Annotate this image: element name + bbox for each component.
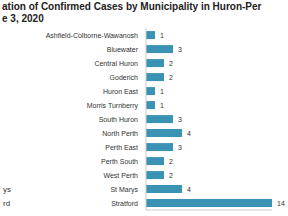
- html-text:ation of Confirmed Cases by Mu: ation of Confirmed Cases by Municipality…: [2, 1, 262, 12]
- svg-text:2: 2: [169, 74, 173, 81]
- svg-text:2: 2: [169, 172, 173, 179]
- svg-text:Goderich: Goderich: [110, 74, 139, 81]
- svg-text:Huron East: Huron East: [103, 88, 138, 95]
- svg-text:Morris Turnberry: Morris Turnberry: [87, 102, 139, 110]
- svg-text:Stratford: Stratford: [111, 200, 138, 207]
- svg-text:rd: rd: [8, 199, 10, 208]
- svg-text:Bluewater: Bluewater: [107, 46, 139, 53]
- svg-text:West Perth: West Perth: [104, 172, 139, 179]
- svg-text:North Perth: North Perth: [102, 130, 138, 137]
- svg-text:4: 4: [187, 130, 191, 137]
- svg-text:2: 2: [169, 158, 173, 165]
- svg-text:14: 14: [277, 200, 280, 207]
- svg-text:4: 4: [187, 186, 191, 193]
- svg-text:Central Huron: Central Huron: [94, 60, 138, 67]
- svg-text:Perth South: Perth South: [101, 158, 138, 165]
- svg-text:Perth East: Perth East: [105, 144, 138, 151]
- svg-text:1: 1: [160, 102, 164, 109]
- svg-text:Ashfield-Colborne-Wawanosh: Ashfield-Colborne-Wawanosh: [46, 32, 138, 39]
- html-text:e 3, 2020: e 3, 2020: [2, 13, 44, 24]
- svg-text:ys: ys: [8, 185, 11, 194]
- svg-text:3: 3: [178, 116, 182, 123]
- svg-text:South Huron: South Huron: [99, 116, 138, 123]
- svg-text:1: 1: [160, 32, 164, 39]
- svg-text:2: 2: [169, 60, 173, 67]
- svg-text:1: 1: [160, 88, 164, 95]
- svg-text:St Marys: St Marys: [110, 186, 138, 194]
- svg-text:3: 3: [178, 144, 182, 151]
- svg-text:3: 3: [178, 46, 182, 53]
